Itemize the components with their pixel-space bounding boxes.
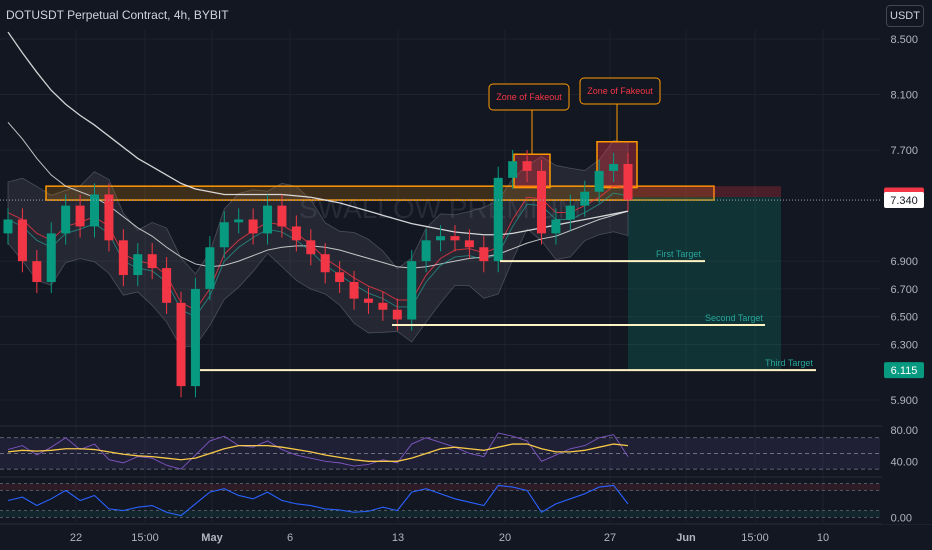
candle-body [46, 233, 56, 282]
candle-body [335, 272, 345, 282]
oversold-band [0, 510, 880, 518]
candle-body [147, 254, 157, 269]
target-price-badge [884, 362, 924, 379]
price-axis-bg [882, 30, 932, 524]
candle-body [609, 163, 619, 171]
candle-body [61, 205, 71, 234]
annotations: First Target Second Target Third Target Zon… [0, 77, 880, 372]
callout-box [488, 83, 570, 111]
candle-body [17, 219, 27, 262]
candle-body [565, 205, 575, 220]
time-tick-label: 15:00 [131, 532, 159, 544]
time-tick-label: 13 [392, 532, 404, 544]
last-price-badge [884, 192, 924, 209]
time-tick-label: 6 [287, 532, 293, 544]
price-axis: 8.500 8.100 7.700 6.900 6.700 6.500 6.300 5.900… [882, 30, 932, 524]
callout-label: Zone of Fakeout [496, 92, 562, 102]
candle-body [118, 240, 128, 276]
target-label: Third Target [765, 358, 813, 368]
candle-body [190, 288, 200, 387]
callout-label: Zone of Fakeout [587, 86, 653, 96]
candle-body [536, 170, 546, 234]
candle-body [594, 170, 604, 192]
time-tick-label: 27 [604, 532, 616, 544]
time-tick-label: 15:00 [741, 532, 769, 544]
moving-average-line [7, 31, 629, 236]
candle-body [522, 161, 532, 171]
price-tick-label: 6.900 [890, 256, 918, 268]
candle-body [436, 236, 446, 241]
candle-body [277, 205, 287, 227]
price-tick-label: 6.700 [890, 284, 918, 296]
candle-body [508, 161, 518, 178]
candle-body [32, 261, 42, 282]
candle-body [363, 298, 373, 303]
candle-body [176, 302, 186, 387]
osc-tick-label: 0.00 [891, 512, 912, 524]
candle-body [162, 268, 172, 303]
rsi-tick-label: 40.00 [890, 456, 918, 468]
price-tick-label: 6.500 [890, 312, 918, 324]
rsi-band [0, 437, 880, 470]
candle-body [493, 177, 503, 262]
overbought-band [0, 483, 880, 491]
last-price-value: 7.340 [890, 195, 918, 207]
price-tick-label: 8.500 [890, 34, 918, 46]
time-tick-label: 20 [499, 532, 511, 544]
chart-title: DOTUSDT Perpetual Contract, 4h, BYBIT [6, 8, 229, 22]
resistance-zone [45, 185, 715, 201]
time-axis: 22 15:00 May 6 13 20 27 Jun 15:00 10 [70, 532, 829, 544]
candles [3, 150, 633, 398]
profit-zone [628, 197, 781, 371]
candle-body [219, 222, 229, 248]
price-tick-label: 7.700 [890, 145, 918, 157]
time-tick-label: Jun [676, 532, 696, 544]
candle-body [306, 240, 316, 255]
rsi-line [7, 443, 629, 462]
candle-body [90, 194, 100, 227]
oscillator-line [7, 484, 629, 517]
time-tick-label: 22 [70, 532, 82, 544]
price-tick-label: 8.100 [890, 90, 918, 102]
stop-zone [628, 186, 781, 198]
grid [0, 30, 932, 525]
time-tick-label: 10 [817, 532, 829, 544]
candle-body [205, 247, 215, 289]
rsi-tick-label: 80.00 [890, 425, 918, 437]
target-label: Second Target [705, 313, 763, 323]
candle-body [392, 309, 402, 320]
price-tick-label: 6.300 [890, 339, 918, 351]
candle-body [421, 240, 431, 262]
candle-body [479, 247, 489, 262]
candle-body [464, 240, 474, 248]
callout-box [579, 77, 661, 105]
candle-body [378, 302, 388, 310]
currency-button[interactable]: USDT [886, 5, 924, 27]
candle-body [551, 219, 561, 234]
candle-body [320, 254, 330, 273]
candle-body [133, 254, 143, 276]
candle-body [3, 219, 13, 234]
candle-body [450, 236, 460, 241]
price-tick-label: 5.900 [890, 395, 918, 407]
candle-body [580, 191, 590, 206]
annotation-zones [45, 140, 781, 371]
candle-body [248, 219, 258, 234]
indicator-panes [0, 432, 880, 518]
candle-body [291, 226, 301, 241]
candle-body [75, 205, 85, 227]
target-label: First Target [656, 249, 701, 259]
candle-body [263, 205, 273, 234]
rsi-line [7, 432, 629, 470]
candle-body [407, 261, 417, 320]
candle-body [623, 163, 633, 201]
time-tick-label: May [201, 532, 223, 544]
candle-body [234, 219, 244, 223]
candle-body [104, 194, 114, 241]
candle-body [349, 281, 359, 299]
target-price-value: 6.115 [891, 365, 918, 377]
